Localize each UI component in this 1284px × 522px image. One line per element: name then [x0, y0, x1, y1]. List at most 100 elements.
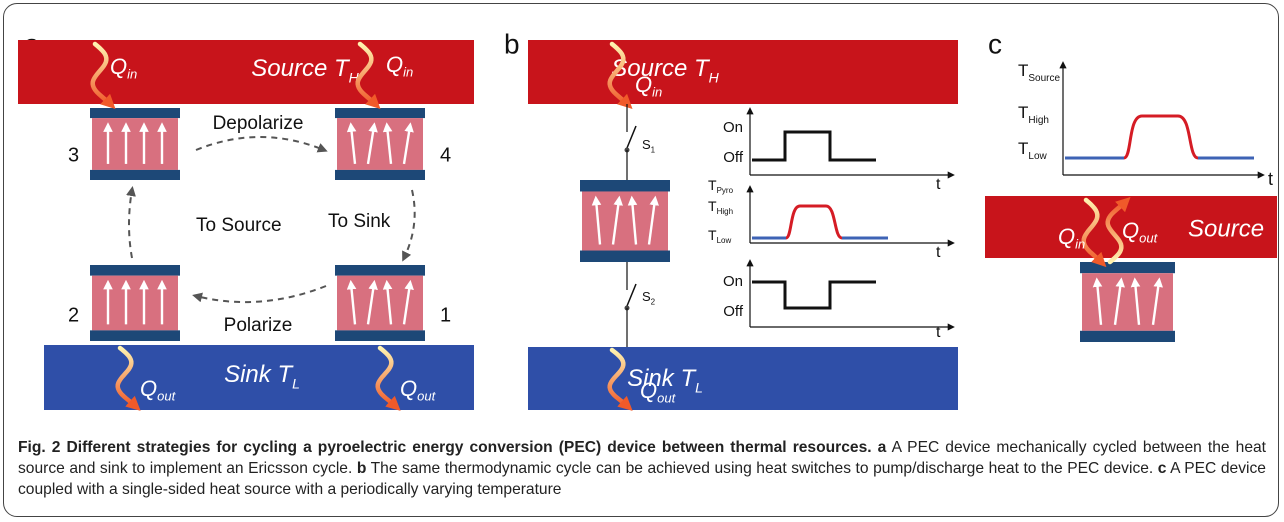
- transfer-arrow: [196, 137, 324, 150]
- switch-label: S2: [642, 289, 656, 306]
- source-label: Source TH: [251, 55, 359, 85]
- heat-source: [528, 40, 958, 104]
- label-main: Sink T: [224, 361, 294, 388]
- figure: aSource THSink TLQinQinQoutQout3421Depol…: [0, 0, 1284, 430]
- device-electrode: [580, 180, 670, 191]
- label-main: Q: [635, 72, 652, 97]
- label-main: Q: [640, 378, 657, 403]
- label-subscript: in: [403, 65, 413, 80]
- switch-signal: [752, 132, 876, 160]
- label-subscript: 1: [651, 146, 656, 155]
- label-subscript: in: [1075, 237, 1085, 252]
- pyroelectric-film: [337, 118, 423, 170]
- label-main: Q: [400, 376, 417, 401]
- plot-axis-label: t: [936, 324, 941, 341]
- transfer-arrow: [404, 190, 415, 258]
- label-main: S: [642, 137, 651, 152]
- label-main: T: [1018, 103, 1028, 122]
- label-subscript: Source: [1028, 73, 1060, 84]
- label-subscript: in: [652, 85, 662, 100]
- device-electrode: [90, 265, 180, 276]
- label-subscript: 2: [651, 298, 656, 307]
- device-electrode: [1080, 331, 1175, 342]
- label-main: T: [1018, 139, 1028, 158]
- plot-axis-label: TPyro: [708, 177, 734, 195]
- caption: Fig. 2 Different strategies for cycling …: [18, 437, 1266, 500]
- transfer-arrow: [196, 286, 326, 302]
- plot-axis-label: t: [936, 244, 941, 261]
- device-electrode: [90, 108, 180, 118]
- panel-letter: b: [504, 28, 520, 59]
- label-subscript: out: [417, 389, 436, 404]
- label-subscript: H: [709, 69, 720, 85]
- label-main: S: [642, 289, 651, 304]
- step-label: To Sink: [328, 211, 391, 232]
- plot-level-label: THigh: [1018, 103, 1049, 125]
- transfer-arrow: [129, 190, 132, 258]
- heat-sink: [528, 347, 958, 410]
- label-main: Q: [1122, 218, 1139, 243]
- switch-blade: [627, 284, 636, 306]
- temperature-high: [1124, 116, 1198, 158]
- label-subscript: Pyro: [717, 186, 734, 195]
- plot-level-label: TLow: [1018, 139, 1048, 161]
- switch-signal: [752, 282, 876, 308]
- plot-level-label: Off: [723, 303, 744, 320]
- pyroelectric-film: [92, 118, 178, 170]
- label-subscript: out: [657, 391, 676, 406]
- label-main: Source T: [611, 55, 711, 82]
- device-electrode: [90, 330, 180, 341]
- plot-axis-label: t: [936, 176, 941, 193]
- step-label: Depolarize: [213, 113, 304, 134]
- source-label: Source: [1188, 215, 1264, 242]
- label-main: Source T: [251, 55, 351, 82]
- plot-level-label: TLow: [708, 227, 731, 245]
- step-label: To Source: [196, 215, 282, 236]
- device-electrode: [580, 251, 670, 262]
- plot-axis-label: t: [1268, 169, 1273, 189]
- device-electrode: [335, 330, 425, 341]
- label-subscript: High: [1028, 115, 1049, 126]
- label-subscript: out: [157, 389, 176, 404]
- label-main: T: [1018, 61, 1028, 80]
- device-electrode: [335, 170, 425, 180]
- temperature-high: [786, 206, 842, 238]
- device-electrode: [335, 265, 425, 276]
- caption-text: The same thermodynamic cycle can be achi…: [371, 460, 1154, 477]
- device-electrode: [1080, 262, 1175, 273]
- sink-label: Sink TL: [224, 361, 300, 391]
- label-main: Q: [110, 54, 127, 79]
- source-label: Source TH: [611, 55, 719, 85]
- plot-level-label: THigh: [708, 198, 733, 216]
- stage-number: 1: [440, 304, 451, 326]
- device-electrode: [90, 170, 180, 180]
- label-main: Q: [386, 52, 403, 77]
- label-subscript: High: [717, 207, 733, 216]
- pyroelectric-film: [92, 276, 178, 331]
- label-main: Q: [140, 376, 157, 401]
- plot-level-label: On: [723, 273, 743, 290]
- switch-blade: [627, 126, 636, 148]
- device-electrode: [335, 108, 425, 118]
- label-main: Sink T: [627, 365, 697, 392]
- caption-label: a: [878, 439, 887, 456]
- label-subscript: Low: [1028, 151, 1047, 162]
- label-subscript: out: [1139, 231, 1158, 246]
- label-main: Q: [1058, 224, 1075, 249]
- panel-letter: c: [988, 28, 1002, 59]
- plot-level-label: On: [723, 119, 743, 136]
- label-subscript: Low: [717, 236, 732, 245]
- caption-label: b: [357, 460, 367, 477]
- plot-axis-label: TSource: [1018, 61, 1061, 83]
- label-subscript: L: [695, 379, 703, 395]
- label-subscript: L: [292, 375, 300, 391]
- plot-level-label: Off: [723, 149, 744, 166]
- stage-number: 3: [68, 144, 79, 166]
- switch-label: S1: [642, 137, 656, 154]
- stage-number: 4: [440, 144, 451, 166]
- step-label: Polarize: [224, 315, 293, 336]
- caption-label: c: [1158, 460, 1167, 477]
- stage-number: 2: [68, 304, 79, 326]
- label-subscript: in: [127, 67, 137, 82]
- page: aSource THSink TLQinQinQoutQout3421Depol…: [0, 0, 1284, 522]
